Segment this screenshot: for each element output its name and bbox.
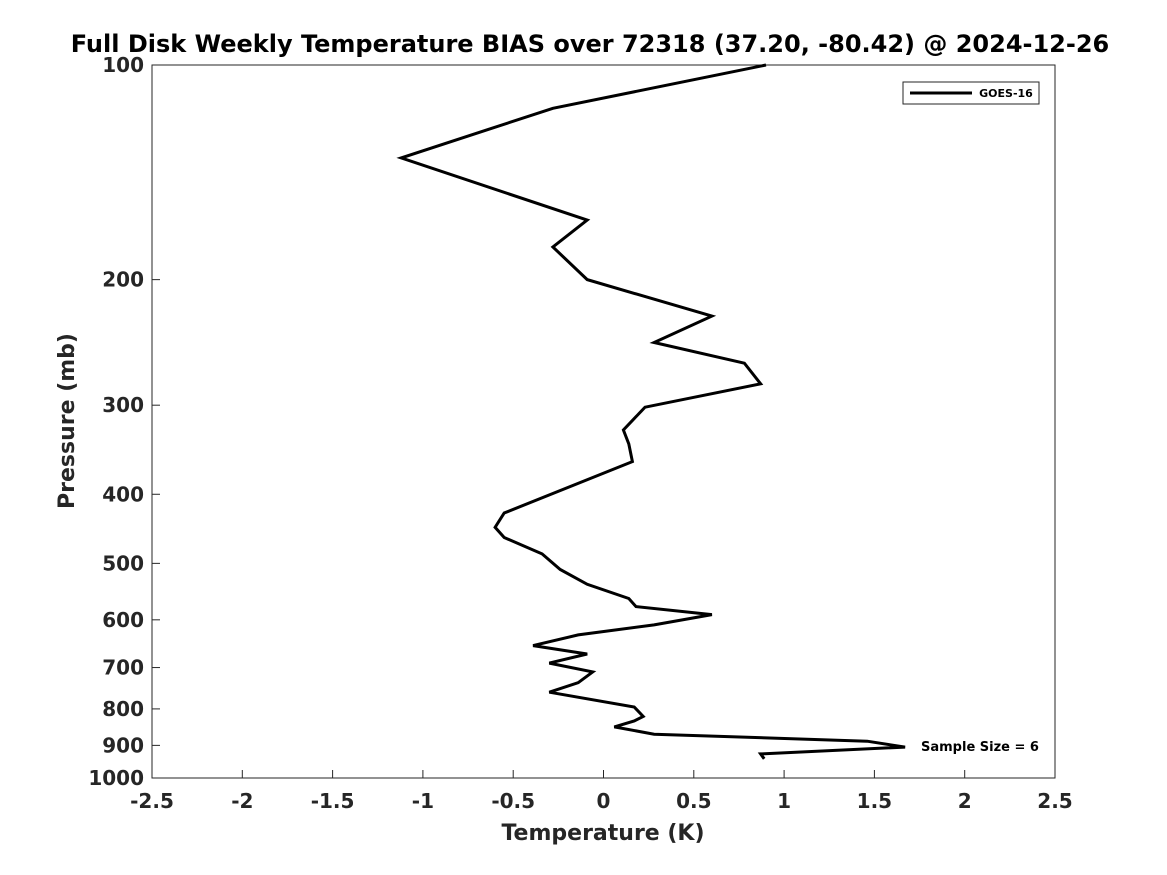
- y-tick-label: 100: [102, 53, 144, 77]
- x-tick-label: 1: [777, 789, 791, 813]
- x-tick-label: 1.5: [857, 789, 892, 813]
- series-line-goes-16: [396, 63, 906, 760]
- y-tick-label: 300: [102, 393, 144, 417]
- x-axis-label: Temperature (K): [501, 821, 704, 846]
- y-axis: 100 200 300 400 500 600 700 800 900 1000: [88, 53, 160, 790]
- x-tick-label: -0.5: [491, 789, 535, 813]
- y-tick-label: 700: [102, 656, 144, 680]
- y-tick-label: 1000: [88, 766, 144, 790]
- x-tick-label: -1.5: [311, 789, 355, 813]
- x-tick-label: 0.5: [676, 789, 711, 813]
- x-tick-label: 2: [958, 789, 972, 813]
- x-tick-label: 2.5: [1037, 789, 1072, 813]
- sample-size-annotation: Sample Size = 6: [921, 740, 1039, 755]
- y-tick-label: 900: [102, 733, 144, 757]
- y-tick-label: 500: [102, 551, 144, 575]
- legend-entry-goes-16: GOES-16: [979, 87, 1033, 100]
- x-tick-label: -2: [231, 789, 253, 813]
- plot-area: [151, 64, 1056, 779]
- chart-title: Full Disk Weekly Temperature BIAS over 7…: [71, 30, 1110, 58]
- x-tick-label: -1: [412, 789, 434, 813]
- x-axis: -2.5 -2 -1.5 -1 -0.5 0 0.5 1 1.5 2 2.5: [130, 770, 1073, 813]
- y-axis-label: Pressure (mb): [55, 333, 80, 509]
- x-tick-label: 0: [597, 789, 611, 813]
- legend: GOES-16: [902, 81, 1040, 105]
- y-tick-label: 600: [102, 608, 144, 632]
- y-tick-label: 800: [102, 697, 144, 721]
- y-tick-label: 400: [102, 482, 144, 506]
- series-layer: [396, 63, 906, 760]
- x-tick-label: -2.5: [130, 789, 174, 813]
- y-tick-label: 200: [102, 268, 144, 292]
